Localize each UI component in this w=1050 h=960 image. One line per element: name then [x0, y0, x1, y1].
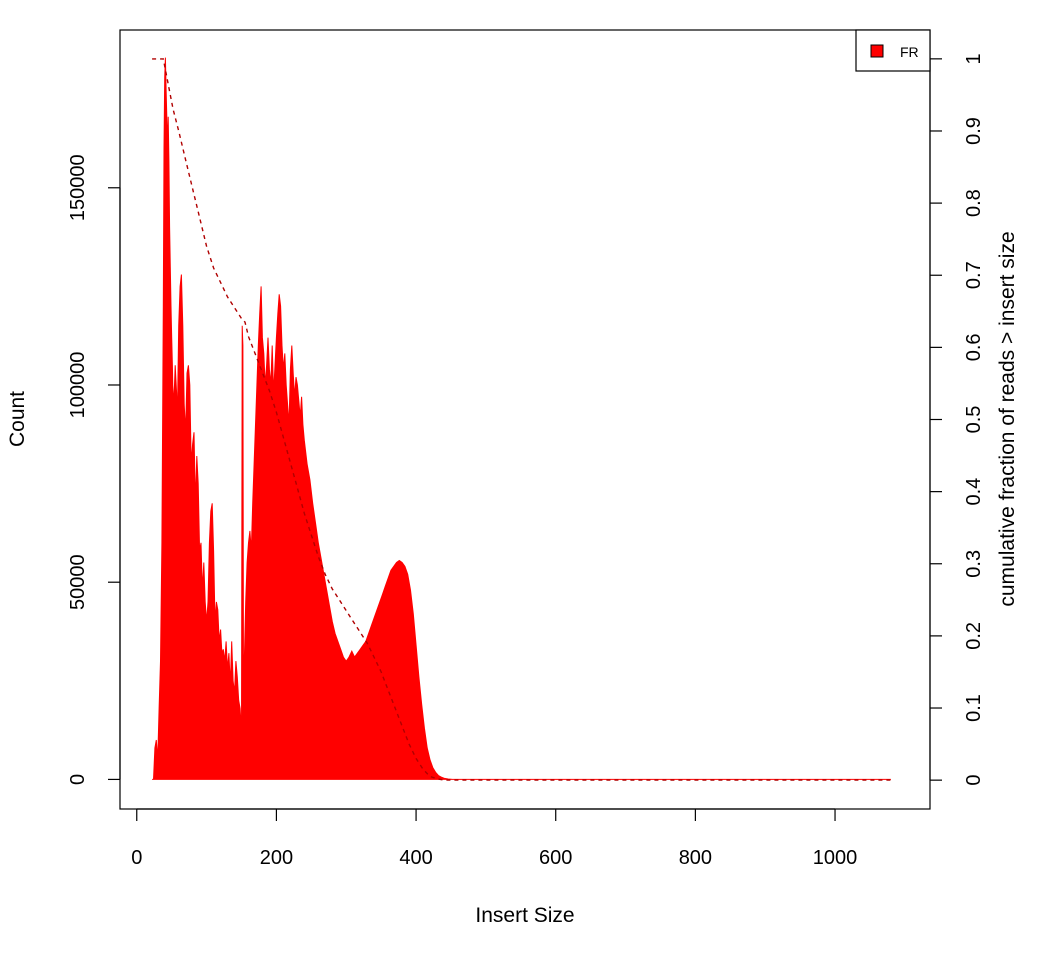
- y-axis-label: Count: [6, 391, 29, 447]
- x-axis: 0 200 400 600 800 1000: [131, 808, 858, 869]
- x-tick-label: 0: [131, 847, 142, 869]
- legend-label-fr: FR: [900, 44, 919, 60]
- right-tick-label: 0.2: [963, 622, 985, 650]
- right-tick-label: 0.4: [963, 478, 985, 506]
- histogram-series-fr: [152, 57, 891, 780]
- right-tick-label: 0.1: [963, 694, 985, 722]
- y-tick-label: 100000: [67, 352, 89, 419]
- right-axis-label: cumulative fraction of reads > insert si…: [996, 231, 1019, 606]
- y-axis: 0 50000 100000 150000: [67, 154, 121, 785]
- legend: FR: [855, 29, 931, 72]
- x-tick-label: 200: [260, 847, 293, 869]
- cumulative-fraction-line: [152, 58, 891, 781]
- x-tick-label: 600: [539, 847, 572, 869]
- x-axis-label: Insert Size: [475, 904, 574, 927]
- right-tick-label: 1: [963, 53, 985, 64]
- right-tick-label: 0.3: [963, 550, 985, 578]
- y-tick-label: 0: [67, 774, 89, 785]
- plot-area: [152, 57, 891, 781]
- right-tick-label: 0.6: [963, 333, 985, 361]
- y-tick-label: 150000: [67, 154, 89, 221]
- legend-box: [855, 29, 931, 72]
- right-tick-label: 0.7: [963, 261, 985, 289]
- x-tick-label: 1000: [813, 847, 858, 869]
- right-tick-label: 0.8: [963, 189, 985, 217]
- y-tick-label: 50000: [67, 554, 89, 610]
- right-tick-label: 0.5: [963, 406, 985, 434]
- legend-swatch-fr: [870, 44, 884, 58]
- right-tick-label: 0: [963, 775, 985, 786]
- right-tick-label: 0.9: [963, 117, 985, 145]
- right-axis: 0 0.1 0.2 0.3 0.4 0.5 0.6 0.7 0.8 0.9 1: [929, 53, 985, 786]
- x-tick-label: 800: [679, 847, 712, 869]
- x-tick-label: 400: [399, 847, 432, 869]
